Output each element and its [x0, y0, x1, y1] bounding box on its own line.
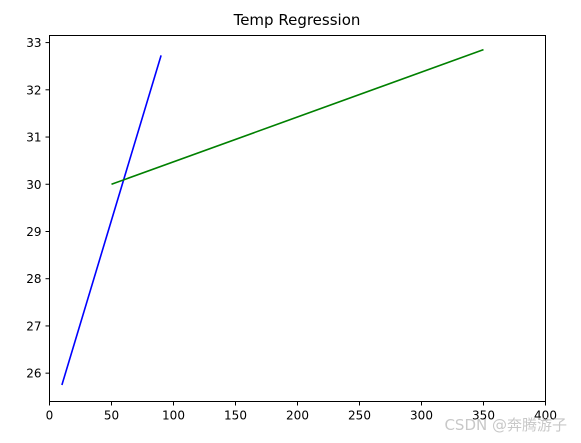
y-tick-label: 30 [26, 178, 41, 192]
y-tick-label: 29 [26, 225, 41, 239]
y-tick-label: 28 [26, 272, 41, 286]
x-axis: 0 50 100 150 200 250 300 350 400 [46, 401, 557, 423]
y-axis: 26 27 28 29 30 31 32 33 [26, 36, 50, 381]
series-line-1 [61, 55, 162, 386]
watermark: CSDN @奔腾游子 [444, 416, 567, 434]
y-tick-label: 27 [26, 319, 41, 333]
y-tick-label: 26 [26, 367, 41, 381]
chart-title: Temp Regression [233, 11, 361, 29]
series-line-2 [111, 48, 484, 186]
y-tick-label: 33 [26, 36, 41, 50]
x-tick-label: 350 [472, 409, 495, 423]
x-tick-label: 50 [104, 409, 119, 423]
y-tick-label: 31 [26, 131, 41, 145]
x-tick-label: 400 [534, 409, 557, 423]
y-tick-label: 32 [26, 83, 41, 97]
series-layer [61, 48, 484, 386]
x-tick-label: 0 [46, 409, 54, 423]
x-tick-label: 100 [162, 409, 185, 423]
x-tick-label: 150 [224, 409, 247, 423]
x-tick-label: 300 [410, 409, 433, 423]
x-tick-label: 250 [348, 409, 371, 423]
plot-frame [49, 35, 546, 402]
x-tick-label: 200 [286, 409, 309, 423]
